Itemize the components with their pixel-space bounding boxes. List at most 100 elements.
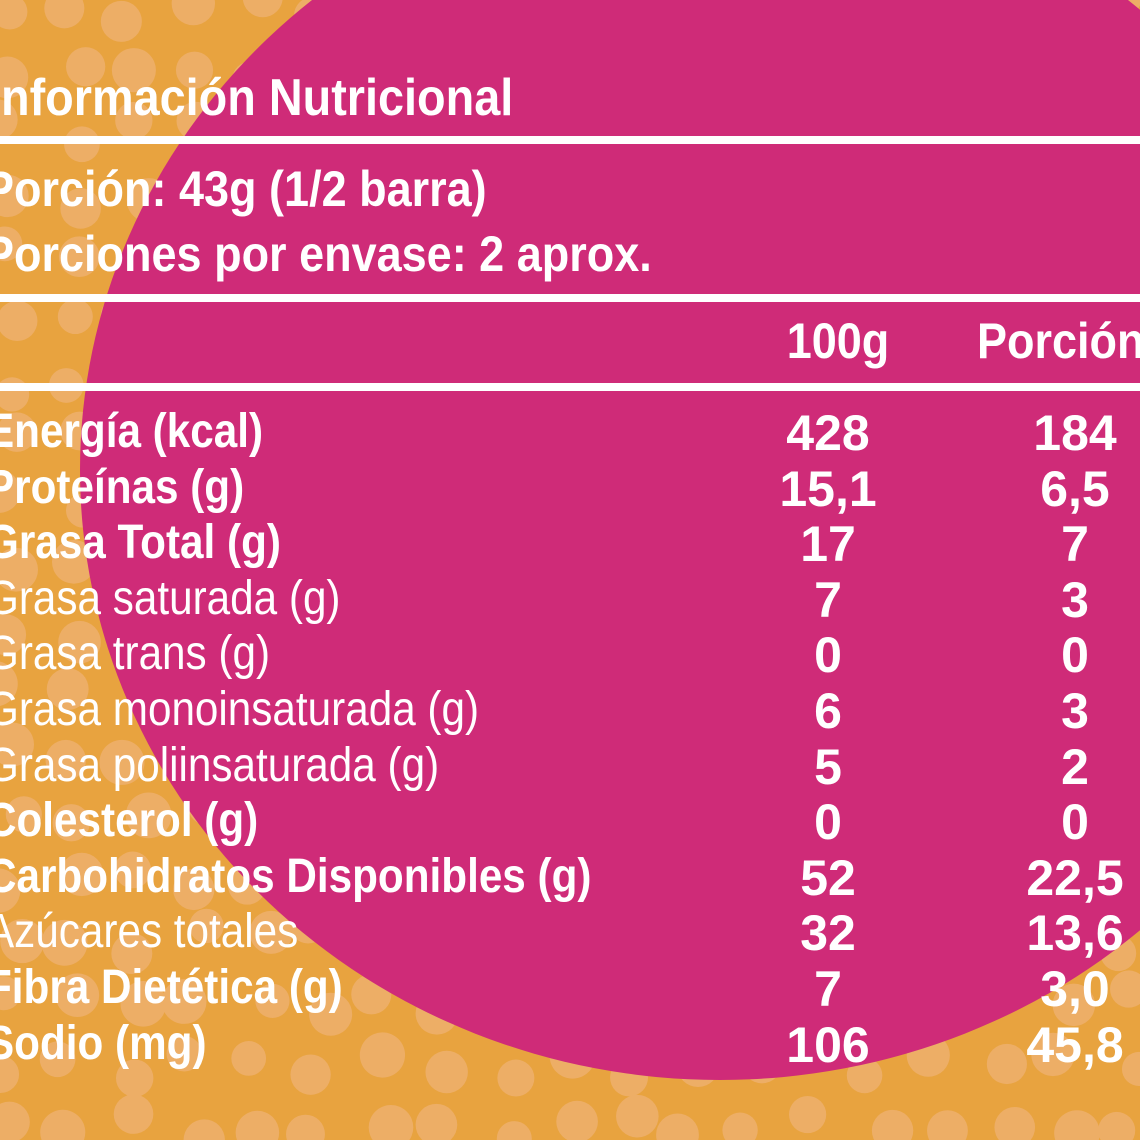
value-per-100g: 5 xyxy=(814,738,842,795)
dot xyxy=(60,188,101,229)
dot xyxy=(44,0,85,29)
dot xyxy=(115,101,153,140)
dot xyxy=(161,979,207,1024)
dot xyxy=(425,1050,468,1094)
dot xyxy=(722,1112,758,1140)
nutrient-label: Fibra Dietética (g) xyxy=(0,961,343,1014)
dot xyxy=(0,174,29,218)
nutrient-label: Grasa Total (g) xyxy=(0,516,281,570)
dot xyxy=(309,992,353,1036)
servings-per-pack: Porciones por envase: 2 aprox. xyxy=(0,226,652,282)
dot xyxy=(66,47,106,87)
dot xyxy=(0,469,21,513)
dot xyxy=(46,668,89,711)
label-title: Información Nutricional xyxy=(0,69,514,127)
dot xyxy=(175,51,214,89)
dot xyxy=(846,1057,883,1094)
value-per-portion: 7 xyxy=(1061,516,1089,573)
dot xyxy=(189,908,224,944)
nutrient-label: Grasa poliinsaturada (g) xyxy=(0,738,440,792)
value-per-portion: 6,5 xyxy=(1040,460,1110,517)
dot xyxy=(497,1059,535,1097)
dot xyxy=(99,739,145,785)
nutrient-label: Grasa monoinsaturada (g) xyxy=(0,683,480,736)
dot xyxy=(0,56,29,99)
dot xyxy=(45,739,86,781)
value-per-100g: 15,1 xyxy=(779,460,877,517)
dot xyxy=(0,868,21,913)
divider xyxy=(0,383,1140,391)
dot xyxy=(113,1094,154,1134)
value-per-portion: 3 xyxy=(1061,571,1089,628)
dot xyxy=(40,1109,86,1140)
dot xyxy=(1121,1051,1140,1086)
serving-size: Porción: 43g (1/2 barra) xyxy=(0,161,487,217)
dot xyxy=(242,0,283,18)
value-per-100g: 7 xyxy=(814,571,842,628)
dot xyxy=(0,412,37,452)
dot xyxy=(290,1054,331,1095)
value-per-portion: 184 xyxy=(1033,405,1117,461)
dot xyxy=(249,910,293,954)
dot xyxy=(788,1095,827,1134)
dot xyxy=(235,1110,280,1140)
nutrient-label: Carbohidratos Disponibles (g) xyxy=(0,849,592,903)
value-per-portion: 0 xyxy=(1061,794,1089,851)
dot xyxy=(1110,970,1140,1008)
column-header-portion: Porción xyxy=(977,313,1140,369)
dot xyxy=(115,1059,154,1097)
value-per-100g: 17 xyxy=(800,516,856,573)
nutrient-label: Proteínas (g) xyxy=(0,460,245,514)
dot xyxy=(64,126,100,163)
dot xyxy=(255,983,290,1018)
dot xyxy=(0,1055,20,1093)
dot xyxy=(0,0,28,30)
dot xyxy=(871,1109,914,1140)
dot xyxy=(114,851,152,889)
dot xyxy=(0,919,45,964)
dot xyxy=(994,1106,1036,1140)
dot xyxy=(58,236,100,278)
value-per-100g: 0 xyxy=(814,627,842,684)
value-per-100g: 7 xyxy=(814,961,842,1017)
dot xyxy=(0,976,21,1011)
dot xyxy=(111,48,156,93)
dot xyxy=(100,0,142,42)
dot xyxy=(1054,1110,1100,1140)
value-per-100g: 6 xyxy=(814,683,842,739)
dot xyxy=(0,614,27,656)
nutrient-label: Energía (kcal) xyxy=(0,405,264,458)
divider xyxy=(0,136,1140,144)
dot xyxy=(41,919,88,966)
dot xyxy=(55,973,100,1018)
value-per-portion: 0 xyxy=(1061,627,1089,684)
dot xyxy=(5,796,42,833)
value-per-portion: 22,5 xyxy=(1026,849,1124,906)
dot xyxy=(183,1119,225,1140)
dot xyxy=(0,1101,30,1140)
dot xyxy=(173,868,215,911)
value-per-portion: 13,6 xyxy=(1026,905,1124,962)
nutrient-label: Grasa saturada (g) xyxy=(0,571,341,625)
dot xyxy=(0,226,23,262)
dot xyxy=(58,620,101,664)
pink-panel xyxy=(80,0,1140,1080)
dot xyxy=(231,1041,267,1076)
dot xyxy=(656,1113,699,1140)
dot xyxy=(111,933,153,975)
dot xyxy=(59,852,104,897)
nutrient-label: Grasa trans (g) xyxy=(0,627,271,681)
nutrient-label: Colesterol (g) xyxy=(0,794,259,848)
value-per-portion: 3 xyxy=(1061,683,1089,739)
dot xyxy=(496,1121,532,1140)
dot xyxy=(52,804,90,842)
dot xyxy=(286,1114,325,1140)
dot xyxy=(1031,1032,1075,1077)
value-per-100g: 52 xyxy=(800,849,856,906)
dot xyxy=(368,1105,414,1140)
dot xyxy=(39,1041,76,1078)
dot xyxy=(1098,1111,1136,1140)
dot xyxy=(1052,983,1096,1027)
value-per-100g: 106 xyxy=(786,1016,870,1073)
dot xyxy=(0,547,38,592)
